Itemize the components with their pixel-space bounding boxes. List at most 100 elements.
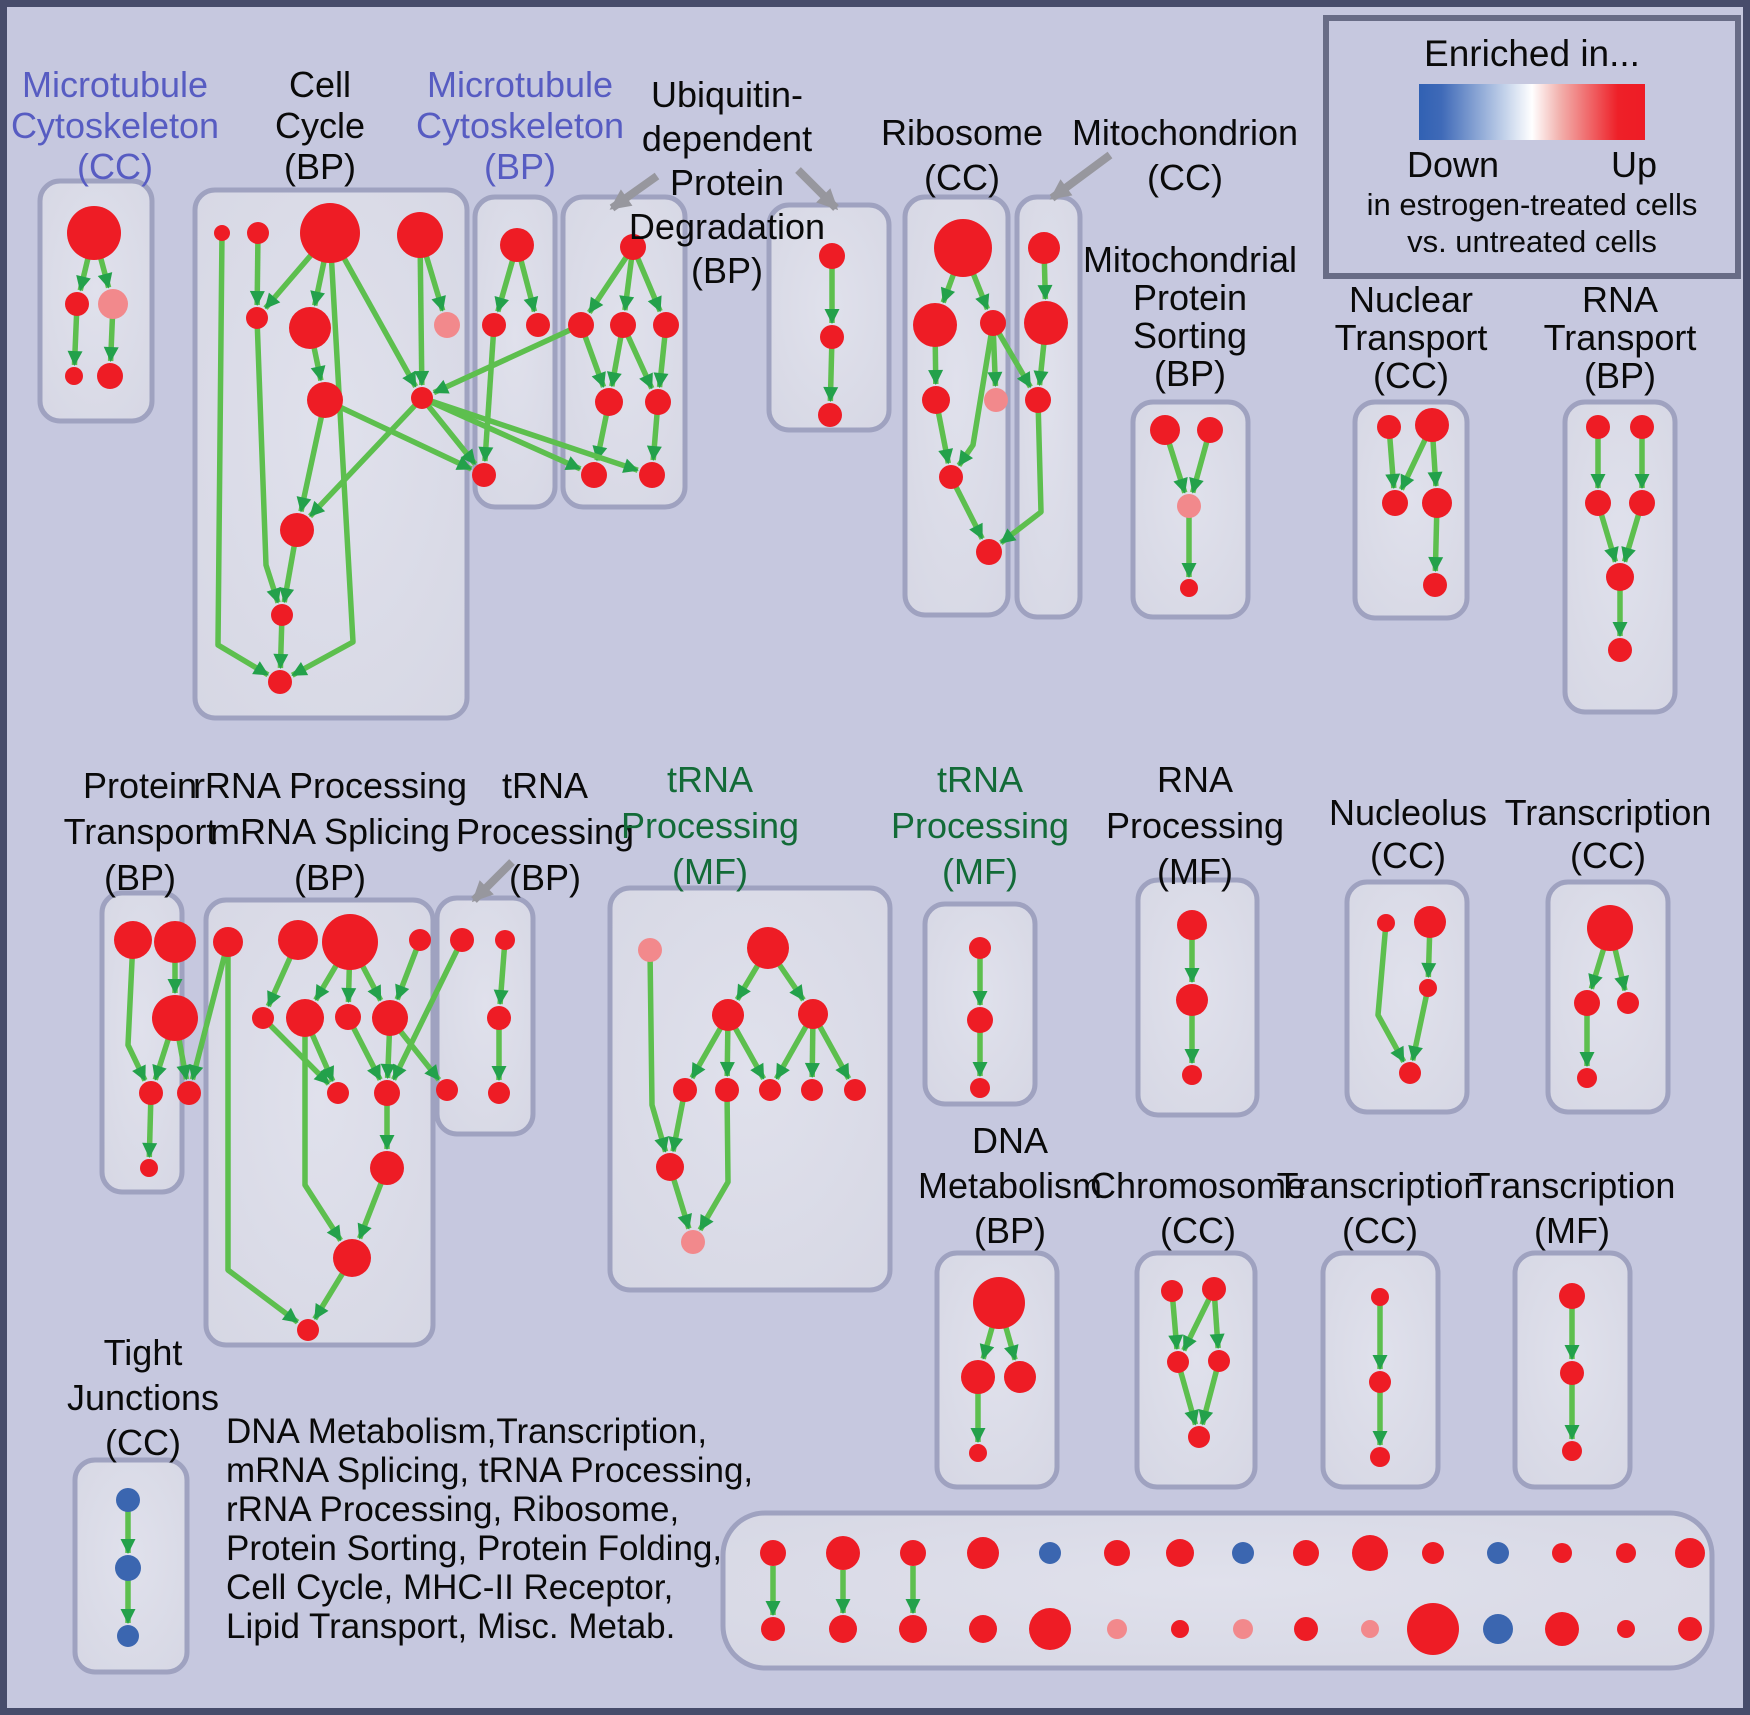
edge-trnabp.t0-rrna.J [391,938,465,1081]
cluster-label-ccbp: Cycle [275,105,365,146]
go-node-ccbp-t1 [214,225,230,241]
go-node-mps-pk [1177,494,1201,518]
legend: Enriched in... Down Up in estrogen-treat… [1323,15,1741,279]
cluster-label-chrom: (CC) [1160,1210,1236,1251]
cluster-label-dnam: Metabolism [918,1165,1102,1206]
cluster-label-mtcc: (CC) [77,146,153,187]
go-node-mps-a [1150,415,1180,445]
go-node-ub2-a [819,243,845,269]
cluster-label-trcc2: (CC) [1342,1210,1418,1251]
go-node-ccbp-t2 [247,222,269,244]
go-node-misc-top-1 [826,1536,860,1570]
cluster-label-ubiq: Degradation [629,206,825,247]
go-node-trcc1-b [1577,1068,1597,1088]
go-node-rrna-M [333,1239,371,1277]
cluster-label-ubiq: dependent [642,118,812,159]
go-node-nucl-t [1414,906,1446,938]
cluster-label-ccbp: Cell [289,64,351,105]
go-node-rrna-C [322,914,378,970]
go-node-misc-top-13 [1616,1543,1636,1563]
go-node-nuct-b [1423,573,1447,597]
cluster-label-rib: (CC) [924,157,1000,198]
cluster-box-trcc1 [1545,879,1671,1115]
go-node-mito-ml [1025,387,1051,413]
go-node-trnamf1-C [798,999,828,1029]
go-node-misc-bottom-7 [1233,1619,1253,1639]
edge-mito.ml-rib.bt [999,399,1044,546]
go-node-rnat-m0 [1585,490,1611,516]
go-node-misc-bottom-4 [1029,1608,1071,1650]
cluster-label-trnamf2: Processing [891,805,1069,846]
go-node-ccbp-t3 [300,203,360,263]
go-node-misc-bottom-0 [761,1617,785,1641]
note-line: Protein Sorting, Protein Folding, [226,1529,723,1568]
cluster-label-mtcc: Cytoskeleton [11,105,219,146]
go-node-ccbp-e1 [280,513,314,547]
go-node-trcc1-top [1587,905,1633,951]
legend-subtitle-2: vs. untreated cells [1407,224,1657,259]
go-node-misc-bottom-6 [1171,1620,1189,1638]
edge-nucl-m-b [1408,987,1431,1062]
go-node-mito-mm [1024,301,1068,345]
go-node-nuct-m0 [1382,490,1408,516]
cluster-box-rnat [1562,399,1678,715]
go-node-nuct-t1 [1415,408,1449,442]
edge-rrna.A-pt.p1 [188,941,231,1081]
go-node-pt-b [140,1159,158,1177]
go-node-trnamf1-D [656,1153,684,1181]
go-node-trnamf1-L5 [844,1079,866,1101]
go-node-rnat-b [1608,638,1632,662]
go-node-rib-lo [939,465,963,489]
cluster-label-nucl: Nucleolus [1329,792,1487,833]
note-line: mRNA Splicing, tRNA Processing, [226,1451,754,1490]
go-node-chrom-t1 [1202,1277,1226,1301]
go-node-misc-top-8 [1293,1540,1319,1566]
cluster-label-mito: Mitochondrion [1072,112,1298,153]
go-node-trnamf1-L1 [673,1078,697,1102]
cluster-label-chrom: Chromosome [1090,1165,1306,1206]
go-node-mtbp-m1 [526,313,550,337]
go-node-rrna-I [327,1082,349,1104]
edge-rrna-F-M [302,1018,343,1242]
go-node-mtbp-b0 [472,463,496,487]
cluster-label-trnabp: tRNA [502,765,588,806]
edge-ccbp.hub-ub1.b0 [420,395,582,472]
go-node-misc-bottom-11 [1483,1614,1513,1644]
go-node-rnap-b [1176,984,1208,1016]
go-node-nuct-m1 [1422,488,1452,518]
go-node-rrna-G [335,1004,361,1030]
edge-ccbp-d1-e1 [296,399,328,513]
cluster-label-ccbp: (BP) [284,146,356,187]
go-node-misc-top-11 [1487,1542,1509,1564]
annotation-arrow-3 [471,859,515,903]
go-node-trcc2-a [1371,1288,1389,1306]
go-node-pt-t0 [114,921,152,959]
note-line: rRNA Processing, Ribosome, [226,1490,680,1529]
cluster-label-trnamf1: tRNA [667,759,753,800]
go-node-rrna-F [286,999,324,1037]
go-node-ccbp-t4 [397,212,443,258]
go-node-misc-top-0 [760,1540,786,1566]
go-node-mito-mt [1028,232,1060,264]
go-node-misc-top-7 [1232,1542,1254,1564]
edge-pt-t0-p0 [125,939,148,1082]
go-node-trmf-a [1559,1283,1585,1309]
cluster-label-mtbp: Microtubule [427,64,613,105]
cluster-label-trnabp: Processing [456,811,634,852]
go-node-nuct-t0 [1377,415,1401,439]
note-line: Cell Cycle, MHC-II Receptor, [226,1568,674,1607]
edge-ub1.m0-ccbp.hub [432,322,583,396]
cluster-label-trnamf1: (MF) [672,851,748,892]
go-node-ub1-b1 [639,462,665,488]
cluster-label-rrna: (BP) [294,857,366,898]
cluster-label-rnap: RNA [1157,759,1233,800]
edge-rrna-A-N [225,942,300,1325]
edge-ccbp-m1-f1 [254,317,281,604]
legend-down-label: Down [1407,144,1500,185]
note-line: Lipid Transport, Misc. Metab. [226,1607,676,1646]
cluster-label-mps: (BP) [1154,353,1226,394]
annotation-arrow-2 [1049,151,1113,202]
go-node-rib-pk [984,388,1008,412]
go-node-mtbp-t [500,228,534,262]
